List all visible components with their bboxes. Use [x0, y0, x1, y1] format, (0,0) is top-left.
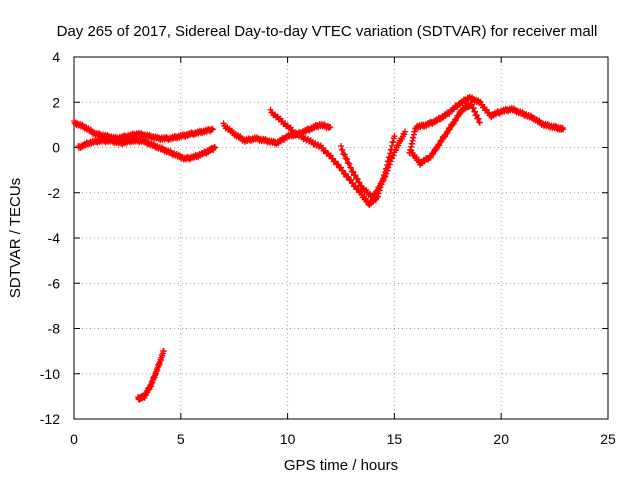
data-point [560, 126, 567, 133]
data-point [338, 164, 344, 171]
data-point [476, 119, 483, 126]
data-point [332, 158, 339, 165]
x-tick-label: 20 [493, 431, 509, 447]
series-trace-7 [408, 101, 483, 168]
data-point [209, 125, 216, 132]
series-trace-5 [338, 128, 409, 202]
y-axis-label: SDTVAR / TECUs [7, 178, 24, 298]
data-point [347, 164, 354, 171]
data-point [395, 142, 402, 149]
data-point [384, 167, 391, 174]
x-tick-label: 10 [280, 431, 296, 447]
chart-title: Day 265 of 2017, Sidereal Day-to-day VTE… [57, 23, 598, 40]
data-point [339, 167, 346, 174]
data-point [401, 131, 408, 138]
data-point [402, 128, 409, 135]
grid-lines [74, 57, 608, 419]
data-point [209, 126, 216, 133]
data-point [391, 133, 398, 140]
data-point [350, 168, 357, 175]
data-point [390, 152, 397, 159]
x-tick-label: 0 [70, 431, 78, 447]
y-tick-label: 2 [52, 94, 60, 110]
x-tick-label: 15 [387, 431, 403, 447]
data-point [327, 124, 334, 131]
y-tick-label: -12 [40, 411, 60, 427]
series-trace-2 [75, 136, 218, 163]
data-point [349, 180, 356, 187]
x-tick-label: 25 [600, 431, 616, 447]
data-point [392, 147, 399, 154]
data-point [348, 176, 355, 183]
data-point [382, 173, 389, 180]
y-tick-label: 4 [52, 49, 60, 65]
data-point [341, 151, 348, 158]
series-trace-6 [406, 93, 567, 156]
series-trace-4 [267, 106, 398, 209]
x-tick-label: 5 [177, 431, 185, 447]
data-point [352, 172, 359, 179]
x-axis-label: GPS time / hours [284, 457, 398, 474]
data-point [342, 170, 349, 177]
y-tick-label: -8 [48, 321, 61, 337]
axes-ticks: 0 5 10 15 20 25 -12 -10 -8 -6 -4 -2 0 2 4 [40, 49, 616, 447]
data-point [345, 173, 352, 180]
y-tick-label: -6 [48, 275, 61, 291]
y-tick-label: -4 [48, 230, 61, 246]
data-point [354, 175, 361, 182]
data-point [399, 135, 406, 142]
data-point [335, 161, 342, 168]
data-point [211, 144, 218, 151]
data-point [160, 348, 167, 355]
data-points [71, 93, 567, 403]
y-tick-label: 0 [52, 140, 60, 156]
data-point [346, 160, 353, 167]
data-point [338, 143, 344, 149]
series-trace-8 [135, 347, 167, 403]
data-point [386, 161, 393, 168]
data-point [356, 179, 363, 186]
y-tick-label: -2 [48, 185, 61, 201]
y-tick-label: -10 [40, 366, 60, 382]
data-point [344, 156, 351, 163]
data-point [339, 147, 346, 154]
